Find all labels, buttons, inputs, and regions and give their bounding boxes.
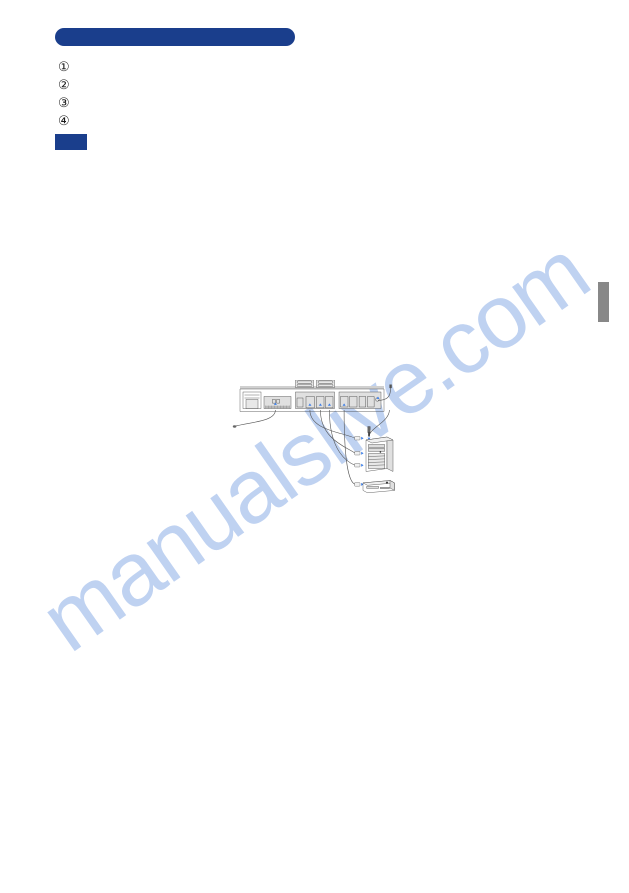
dvd-player-icon: [363, 481, 395, 493]
arrow-icon: [361, 437, 363, 440]
numbered-list: ① ② ③ ④: [58, 58, 70, 130]
hint-badge: [55, 134, 87, 150]
section-header-bar: [55, 28, 295, 46]
list-item-3: ③: [58, 94, 70, 112]
arrow-icon: [361, 464, 363, 467]
computer-tower-icon: [366, 437, 393, 472]
list-item-1: ①: [58, 58, 70, 76]
arrow-icon: [361, 452, 363, 455]
list-item-2: ②: [58, 76, 70, 94]
rear-panel-illustration: [55, 380, 575, 500]
side-tab-marker: [598, 282, 609, 322]
list-item-4: ④: [58, 112, 70, 130]
connection-diagram: [55, 380, 575, 780]
